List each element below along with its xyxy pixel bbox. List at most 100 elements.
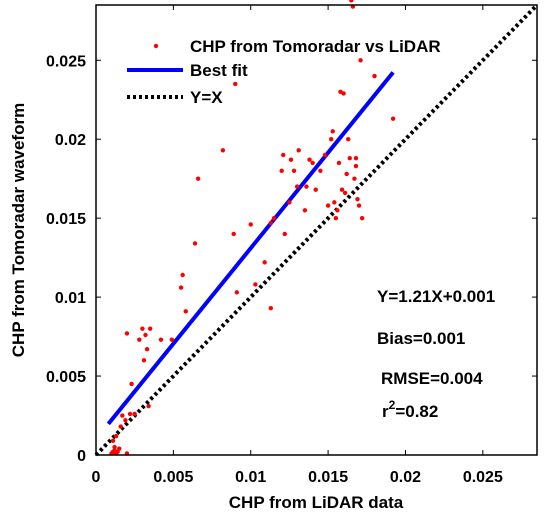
scatter-point xyxy=(132,411,137,417)
scatter-point xyxy=(169,337,175,342)
scatter-point xyxy=(195,176,201,181)
scatter-point xyxy=(253,282,258,287)
scatter-point xyxy=(113,433,119,439)
x-tick-label: 0.01 xyxy=(235,469,266,486)
y-tick-label: 0 xyxy=(77,448,86,465)
scatter-point xyxy=(291,168,297,173)
scatter-point xyxy=(178,285,184,290)
annotation-rmse: RMSE=0.004 xyxy=(381,369,483,388)
scatter-point xyxy=(220,148,226,153)
scatter-point xyxy=(123,418,128,423)
scatter-point xyxy=(117,446,122,451)
legend-label-scatter: CHP from Tomoradar vs LiDAR xyxy=(190,37,441,56)
scatter-point xyxy=(268,220,274,226)
scatter-point xyxy=(347,155,352,161)
scatter-point xyxy=(310,160,315,166)
scatter-point xyxy=(307,157,312,162)
scatter-point xyxy=(281,152,286,158)
scatter-point xyxy=(302,208,308,213)
x-tick-label: 0.025 xyxy=(463,469,503,486)
scatter-point xyxy=(141,358,147,363)
plot-frame xyxy=(95,4,538,456)
scatter-point xyxy=(341,91,346,96)
scatter-point xyxy=(233,81,238,87)
scatter-point xyxy=(129,381,134,387)
annotation-r-base: r xyxy=(382,402,389,421)
scatter-point xyxy=(342,190,348,196)
scatter-point xyxy=(112,444,117,450)
scatter-point xyxy=(332,200,337,205)
scatter-point xyxy=(313,187,318,192)
scatter-point xyxy=(318,168,323,173)
scatter-point xyxy=(279,168,284,173)
scatter-point xyxy=(353,163,359,169)
scatter-point xyxy=(344,171,349,177)
scatter-point xyxy=(294,184,300,189)
x-axis-label: CHP from LiDAR data xyxy=(229,493,404,512)
scatter-point xyxy=(268,305,274,311)
scatter-point xyxy=(346,137,351,142)
scatter-point xyxy=(336,160,342,166)
annotation-bias: Bias=0.001 xyxy=(377,329,465,348)
scatter-point xyxy=(137,337,142,342)
scatter-point xyxy=(271,215,277,221)
scatter-point xyxy=(352,176,357,181)
x-tick-label: 0.005 xyxy=(153,469,193,486)
scatter-point xyxy=(349,0,354,3)
scatter-point xyxy=(390,116,396,121)
scatter-point xyxy=(118,424,123,429)
annotation-r-exponent: 2 xyxy=(389,398,396,412)
scatter-point xyxy=(248,222,253,227)
y-tick-label: 0.02 xyxy=(55,132,86,149)
scatter-point xyxy=(359,215,365,221)
scatter-point xyxy=(127,411,133,417)
scatter-point xyxy=(288,157,294,162)
legend-marker-scatter xyxy=(153,43,159,49)
scatter-point xyxy=(358,58,363,63)
scatter-point xyxy=(296,148,301,153)
y-tick-label: 0.025 xyxy=(46,53,86,70)
scatter-point xyxy=(304,184,309,189)
scatter-point xyxy=(192,241,198,246)
legend: CHP from Tomoradar vs LiDAR Best fit Y=X xyxy=(127,37,441,107)
scatter-point xyxy=(330,129,335,134)
scatter-point xyxy=(339,187,345,192)
scatter-point xyxy=(146,403,151,409)
y-tick-label: 0.005 xyxy=(46,369,86,386)
scatter-point xyxy=(234,290,240,295)
ticks-layer: 0 0.005 0.01 0.015 0.02 0.025 0 0.005 0.01 0.015 0… xyxy=(46,5,537,486)
scatter-point xyxy=(329,137,334,142)
annotation-equation: Y=1.21X+0.001 xyxy=(377,287,495,306)
x-tick-label: 0.02 xyxy=(390,469,421,486)
scatter-point xyxy=(353,155,359,161)
scatter-point xyxy=(287,200,292,205)
scatter-point xyxy=(124,331,130,336)
scatter-point xyxy=(110,438,116,443)
legend-label-bestfit: Best fit xyxy=(190,61,248,80)
scatter-point xyxy=(355,197,360,202)
scatter-point xyxy=(143,332,148,338)
scatter-point xyxy=(158,337,164,342)
annotation-r-squared: r2=0.82 xyxy=(382,398,438,421)
scatter-point xyxy=(325,203,331,208)
x-tick-label: 0.015 xyxy=(308,469,348,486)
plot-layer xyxy=(94,0,539,457)
scatter-point xyxy=(282,231,287,237)
x-tick-label: 0 xyxy=(92,469,101,486)
scatter-point xyxy=(231,231,236,237)
legend-label-yx: Y=X xyxy=(190,88,223,107)
y-axis-label: CHP from Tomoradar waveform xyxy=(9,103,28,357)
y-tick-label: 0.01 xyxy=(55,290,86,307)
scatter-point xyxy=(262,260,267,265)
y-tick-label: 0.015 xyxy=(46,211,86,228)
scatter-point xyxy=(183,309,188,314)
scatter-point xyxy=(372,73,377,79)
scatter-point xyxy=(120,413,125,418)
stats-annotations: Y=1.21X+0.001 Bias=0.001 RMSE=0.004 r2=0… xyxy=(377,287,495,421)
scatter-point xyxy=(140,326,145,331)
scatter-point xyxy=(147,326,153,331)
scatter-point xyxy=(144,347,150,352)
best-fit-line xyxy=(106,71,395,426)
scatter-point xyxy=(180,272,185,278)
